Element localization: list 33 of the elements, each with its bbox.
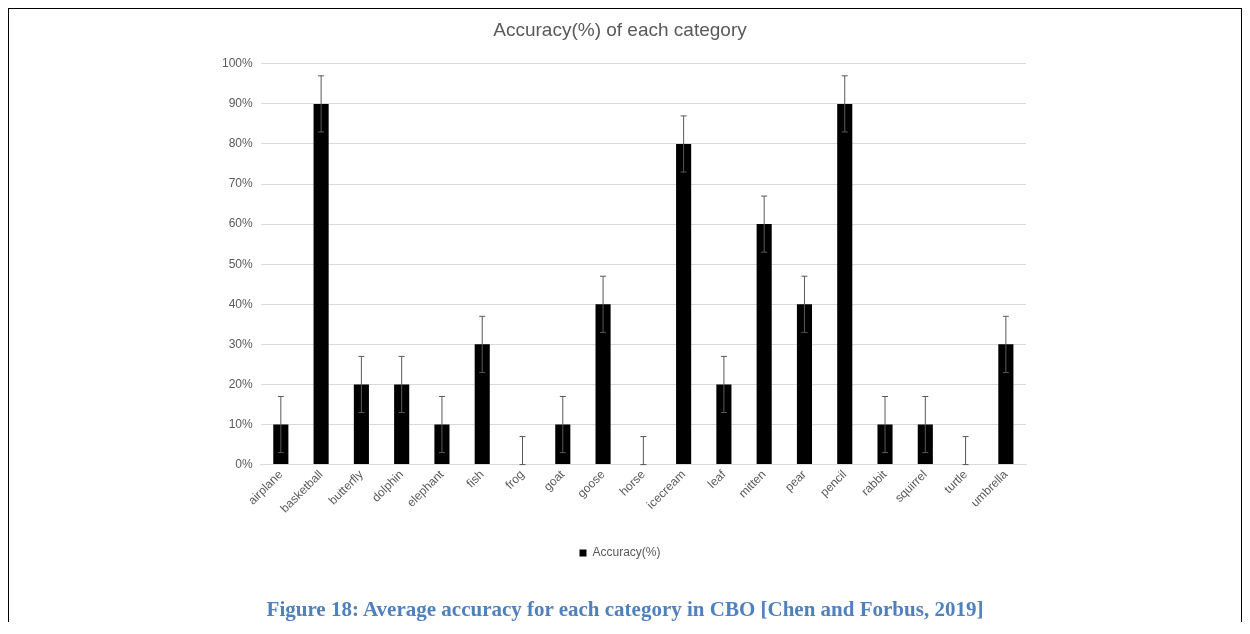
y-tick-label: 10% xyxy=(228,416,254,431)
chart-title: Accuracy(%) of each category xyxy=(493,18,748,40)
y-tick-label: 70% xyxy=(228,176,254,191)
y-tick-label: 60% xyxy=(228,216,254,231)
caption: Figure 18: Average accuracy for each category in CBO [Chen and Forbus, 2019] xyxy=(265,596,985,622)
bar xyxy=(555,424,571,465)
y-tick-label: 0% xyxy=(235,456,254,471)
y-tick-label: 100% xyxy=(221,56,254,71)
bar xyxy=(796,304,813,465)
y-tick-label: 80% xyxy=(228,136,254,151)
bar xyxy=(434,424,450,465)
bar xyxy=(756,224,772,465)
bar xyxy=(716,384,732,465)
x-tick-label: fish xyxy=(463,467,487,491)
y-tick-label: 20% xyxy=(228,376,254,391)
bar xyxy=(676,143,692,465)
bar xyxy=(917,424,933,465)
y-tick-label: 30% xyxy=(228,336,254,351)
bar xyxy=(877,424,893,465)
y-tick-label: 50% xyxy=(228,256,254,271)
x-tick-label: leaf xyxy=(704,466,729,491)
bar xyxy=(595,304,611,465)
x-tick-label: frog xyxy=(502,467,527,492)
bar xyxy=(837,103,853,465)
bar xyxy=(474,344,490,465)
y-tick-label: 90% xyxy=(228,96,254,111)
bar xyxy=(273,424,289,465)
bar xyxy=(313,103,329,465)
bar xyxy=(394,384,410,465)
bar xyxy=(998,344,1014,465)
bar xyxy=(353,384,369,465)
legend-label: Accuracy(%) xyxy=(592,545,661,560)
y-tick-label: 40% xyxy=(228,296,254,311)
